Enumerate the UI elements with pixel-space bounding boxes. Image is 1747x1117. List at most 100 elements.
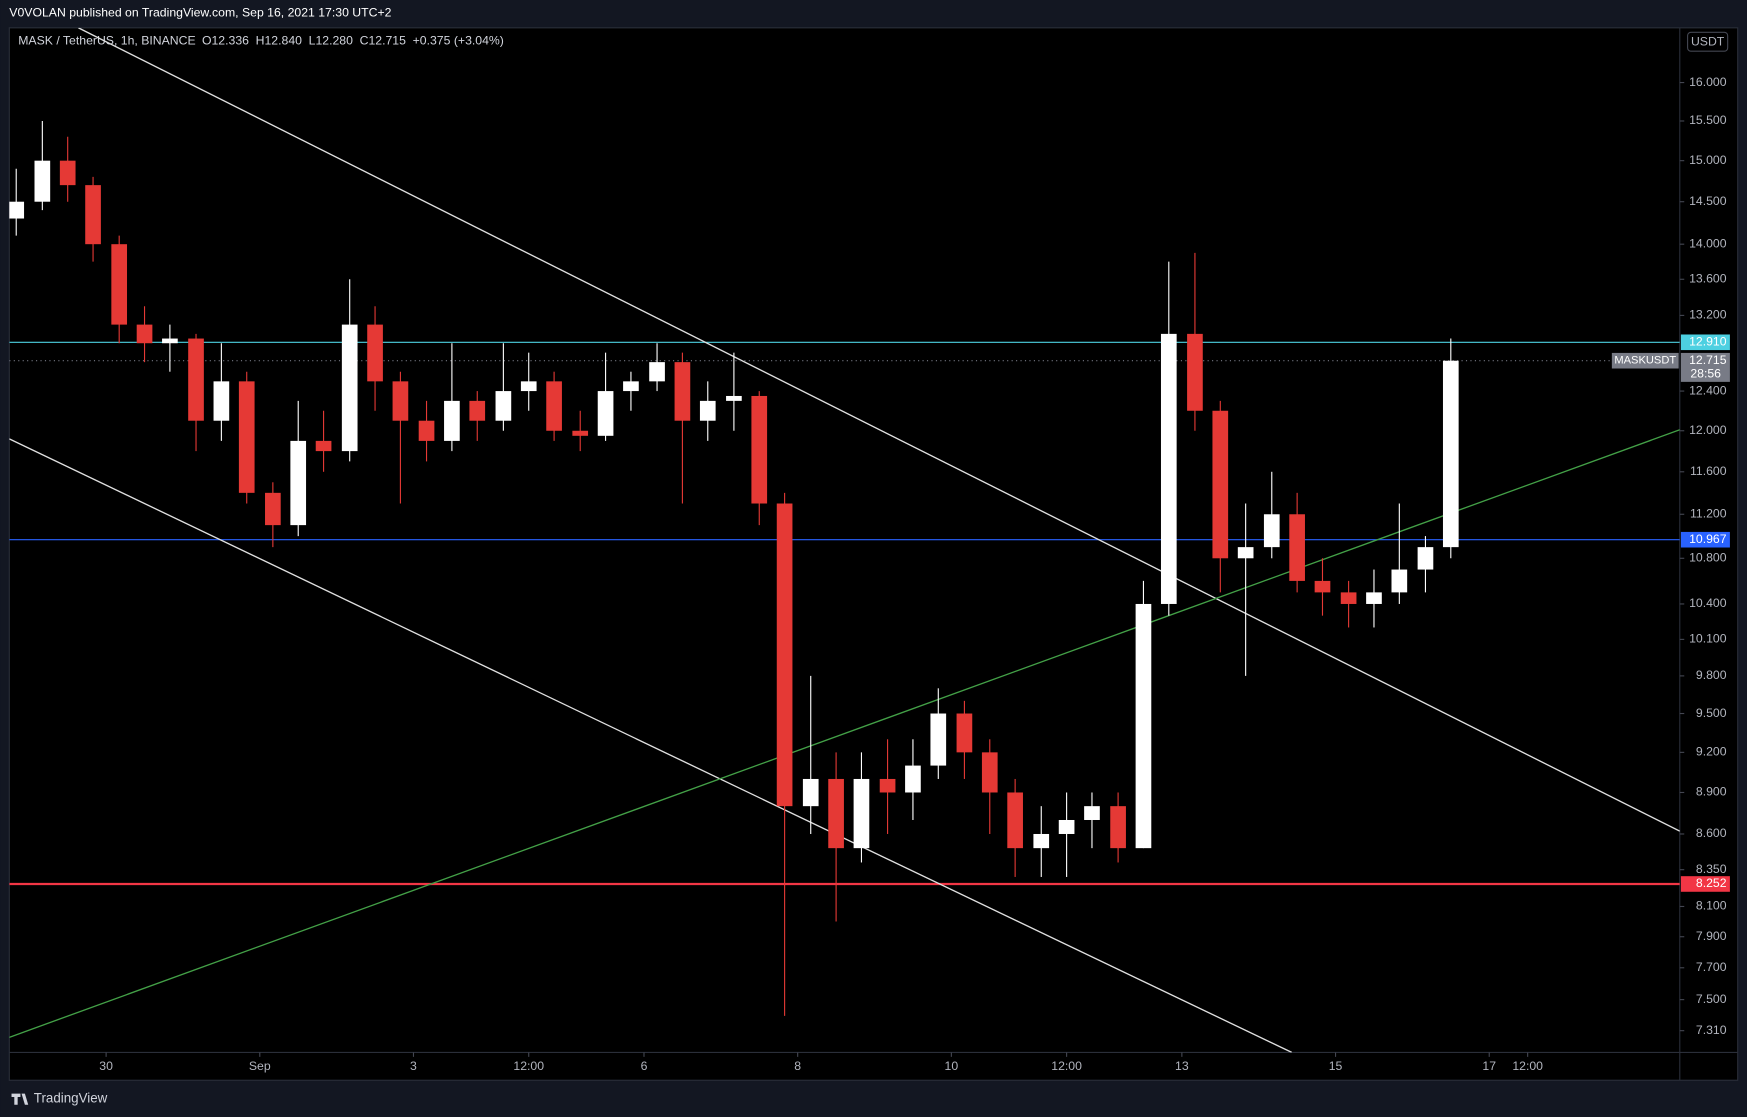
x-tick-label: 15 [1329,1059,1343,1073]
y-tick-label: 12.000 [1689,423,1727,437]
candle-body [418,420,435,441]
x-tick-label: 17 [1482,1059,1496,1073]
last-price-label: 12.715 [1689,353,1727,367]
x-tick-label: 12:00 [1051,1059,1082,1073]
y-tick-label: 10.800 [1689,551,1727,565]
x-tick-label: Sep [249,1059,271,1073]
y-tick-label: 10.400 [1689,596,1727,610]
candle-body [238,381,255,493]
candle-body [392,381,409,421]
y-tick-label: 8.350 [1696,862,1727,876]
ohlc-value: H12.840 [256,33,303,47]
legend: MASK / TetherUS, 1h, BINANCE [18,33,195,47]
candle-body [188,338,204,421]
candle-body [1289,514,1305,581]
candle-body [623,381,639,392]
ohlc-value: C12.715 [360,33,407,47]
y-tick-label: 11.600 [1690,464,1727,478]
y-tick-label: 14.500 [1689,194,1727,208]
trend-line [9,438,1293,1053]
y-tick-label: 15.500 [1689,113,1727,127]
countdown: 28:56 [1690,366,1721,380]
x-tick-label: 6 [641,1059,648,1073]
candle-body [726,395,742,401]
y-tick-label: 7.310 [1696,1023,1727,1037]
level-label-box [1680,334,1730,351]
candle-body [1263,514,1280,548]
ohlc-value: L12.280 [309,33,353,47]
candle-body [1160,333,1177,604]
plot [9,27,1680,1053]
candle-body [520,381,537,392]
candle-body [905,765,921,793]
symbol: MASK / TetherUS, 1h, BINANCE [18,33,195,47]
y-tick-label: 10.100 [1689,632,1727,646]
x-tick-label: 13 [1175,1059,1189,1073]
candle-body [111,244,128,325]
candle-body [776,503,793,807]
y-tick-label: 14.000 [1689,236,1727,250]
candle-body [1084,806,1100,820]
x-tick-label: 8 [794,1059,801,1073]
candle-body [85,185,101,245]
brand: TradingView [34,1091,108,1106]
candle-body [59,160,76,186]
candle-body [1417,547,1434,570]
ohlc-value: O12.336 [202,33,249,47]
x-tick-label: 12:00 [513,1059,544,1073]
y-tick-label: 9.500 [1696,706,1727,720]
plot-background [8,27,1739,1081]
currency-box [1687,31,1729,52]
candle-body [162,338,178,344]
y-tick-label: 9.800 [1696,668,1727,682]
candle-body [290,440,307,526]
candle-body [802,778,819,807]
candle-body [469,400,486,421]
level-label-box [1680,876,1730,892]
logo-icon [11,1093,29,1105]
level-label: 8.252 [1696,876,1727,890]
candle-body [1058,819,1075,834]
candle-body [265,492,281,526]
candle-body [597,391,614,436]
candle-body [136,324,153,344]
candle-body [981,752,998,793]
candle-body [495,391,512,421]
candle-body [1212,410,1229,559]
x-tick-label: 12:00 [1512,1059,1543,1073]
currency: USDT [1691,35,1725,49]
candle-body [1187,333,1203,411]
candle-body [341,324,358,452]
symbol-box [1611,352,1679,369]
y-tick-label: 11.200 [1690,507,1727,521]
candle-body [853,778,870,849]
x-tick-label: 30 [99,1059,113,1073]
candle-body [1110,806,1126,849]
trend-line [9,429,1680,1038]
x-tick-label: 10 [945,1059,959,1073]
candle-body [1007,792,1023,849]
candle-body [367,324,383,382]
candle-body [1237,547,1254,559]
candle-body [1135,603,1152,849]
candle-body [1366,592,1382,604]
candle-body [572,430,589,436]
y-tick-label: 7.500 [1696,992,1727,1006]
candle-body [699,400,716,421]
brand-logo [11,1093,29,1105]
x-tick-label: 3 [410,1059,417,1073]
y-tick-label: 8.100 [1696,899,1727,913]
candle-body [674,362,691,421]
trend-line [78,27,1680,832]
candle-body [649,362,665,382]
y-tick-label: 15.000 [1689,153,1727,167]
candle-body [546,381,562,431]
y-tick-label: 13.600 [1689,272,1727,286]
publisher-note: V0VOLAN published on TradingView.com, Se… [9,6,391,20]
y-tick-label: 7.900 [1696,929,1727,943]
candle-body [34,160,51,202]
candle-body [1033,833,1050,849]
y-tick-label: 7.700 [1696,960,1727,974]
candle-body [213,381,230,421]
